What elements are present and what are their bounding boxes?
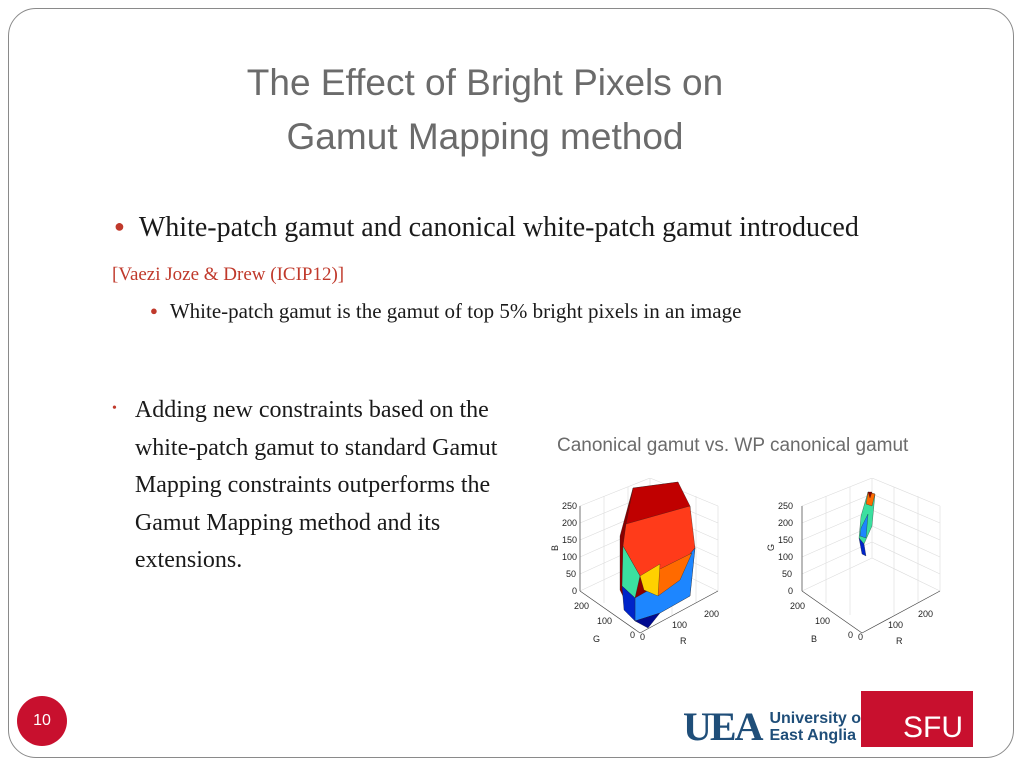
bullet-1: ● White-patch gamut and canonical white-… <box>114 212 859 244</box>
bullet-dot-icon: • <box>112 401 117 416</box>
sfu-logo-text: SFU <box>903 711 963 744</box>
bullet-2: • Adding new constraints based on the wh… <box>112 392 532 580</box>
r-axis-label: R <box>680 636 687 646</box>
g-tick: 0 <box>630 630 635 640</box>
r-axis-label: R <box>896 636 903 646</box>
sfu-logo: SFU <box>861 691 973 747</box>
z-tick: 0 <box>788 586 793 596</box>
g-tick: 200 <box>574 601 589 611</box>
subbullet-1-text: White-patch gamut is the gamut of top 5%… <box>169 299 742 323</box>
uea-logo-mark: UEA <box>683 704 763 749</box>
wp-canonical-gamut-plot: 250 200 150 100 50 0 G 200 100 0 B 0 100… <box>766 478 941 646</box>
z-tick: 100 <box>562 552 577 562</box>
z-tick: 250 <box>778 501 793 511</box>
uea-logo-text: University of East Anglia <box>769 710 866 744</box>
bullet-dot-icon: ● <box>150 303 158 318</box>
bullet-2-text: Adding new constraints based on the whit… <box>134 397 498 573</box>
z-tick: 150 <box>778 535 793 545</box>
b-tick: 100 <box>815 616 830 626</box>
bullet-1-text: White-patch gamut and canonical white-pa… <box>138 212 859 243</box>
r-tick: 200 <box>918 609 933 619</box>
gamut-mesh <box>858 491 876 557</box>
plot-axes <box>801 506 941 634</box>
canonical-gamut-plot: 250 200 150 100 50 0 B 200 100 0 G 0 100… <box>550 478 719 646</box>
z-tick: 0 <box>572 586 577 596</box>
z-tick: 200 <box>778 518 793 528</box>
g-tick: 100 <box>597 616 612 626</box>
page-number-badge: 10 <box>17 696 67 746</box>
slide-title: The Effect of Bright Pixels on Gamut Map… <box>150 56 820 164</box>
subbullet-1: ● White-patch gamut is the gamut of top … <box>150 299 741 324</box>
title-line-1: The Effect of Bright Pixels on <box>246 62 724 103</box>
r-tick: 100 <box>672 620 687 630</box>
b-tick: 0 <box>848 630 853 640</box>
r-tick: 200 <box>704 609 719 619</box>
r-tick: 0 <box>858 632 863 642</box>
uea-line-2: East Anglia <box>769 726 856 744</box>
z-tick: 50 <box>566 569 576 579</box>
r-tick: 100 <box>888 620 903 630</box>
title-line-2: Gamut Mapping method <box>286 116 684 157</box>
z-tick: 200 <box>562 518 577 528</box>
gamut-mesh <box>619 481 696 629</box>
figure-caption: Canonical gamut vs. WP canonical gamut <box>557 435 909 456</box>
g-axis-label: G <box>593 634 600 644</box>
z-tick: 150 <box>562 535 577 545</box>
z-tick: 50 <box>782 569 792 579</box>
citation: [Vaezi Joze & Drew (ICIP12)] <box>112 264 345 285</box>
z-axis-ticks: 250 200 150 100 50 0 <box>562 501 577 596</box>
z-axis-label: B <box>550 545 560 551</box>
plot-axes <box>579 506 719 634</box>
z-axis-ticks: 250 200 150 100 50 0 <box>778 501 793 596</box>
z-tick: 100 <box>778 552 793 562</box>
b-axis-label: B <box>811 634 817 644</box>
page-number: 10 <box>33 712 51 729</box>
r-tick: 0 <box>640 632 645 642</box>
z-axis-label: G <box>766 544 776 551</box>
b-tick: 200 <box>790 601 805 611</box>
z-tick: 250 <box>562 501 577 511</box>
slide-frame <box>8 8 1014 758</box>
uea-line-1: University of <box>769 709 867 727</box>
bullet-dot-icon: ● <box>114 216 125 236</box>
uea-logo: UEA University of East Anglia <box>683 703 866 750</box>
